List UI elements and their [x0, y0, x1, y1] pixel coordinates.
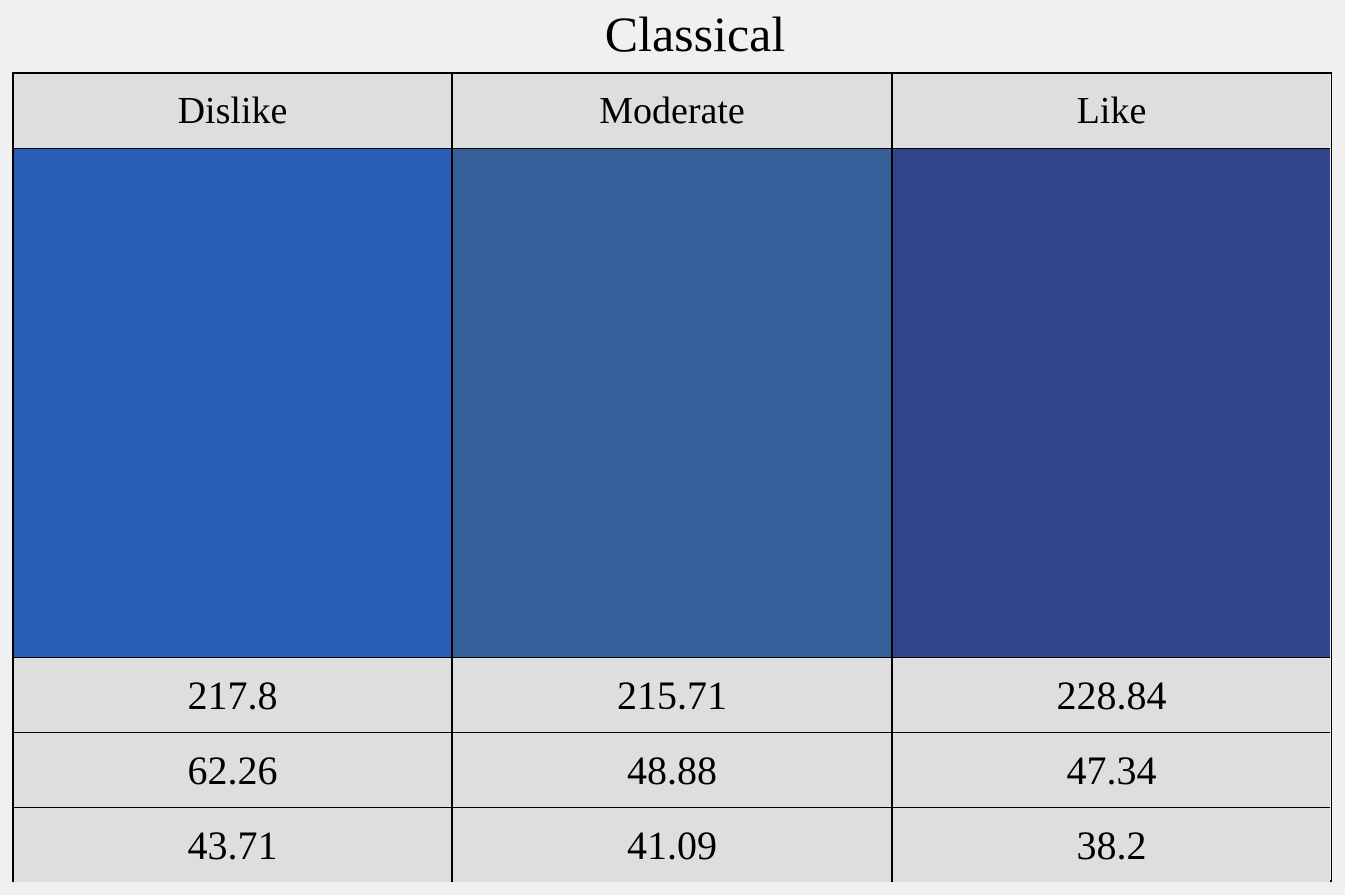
table-cell-row1-moderate: 215.71	[453, 658, 893, 733]
table-cell-row3-dislike: 43.71	[14, 808, 453, 882]
table-cell-row1-dislike: 217.8	[14, 658, 453, 733]
table-cell-row2-dislike: 62.26	[14, 733, 453, 808]
table-cell-row1-like: 228.84	[893, 658, 1330, 733]
table-cell-row2-like: 47.34	[893, 733, 1330, 808]
table-cell-row2-moderate: 48.88	[453, 733, 893, 808]
color-swatch-dislike	[14, 149, 453, 658]
color-swatch-like	[893, 149, 1330, 658]
column-header-dislike: Dislike	[14, 74, 453, 149]
column-header-moderate: Moderate	[453, 74, 893, 149]
column-header-like: Like	[893, 74, 1330, 149]
data-table: Dislike Moderate Like 217.8 215.71 228.8…	[12, 72, 1332, 882]
table-cell-row3-like: 38.2	[893, 808, 1330, 882]
table-cell-row3-moderate: 41.09	[453, 808, 893, 882]
color-swatch-moderate	[453, 149, 893, 658]
chart-title: Classical	[604, 6, 786, 62]
